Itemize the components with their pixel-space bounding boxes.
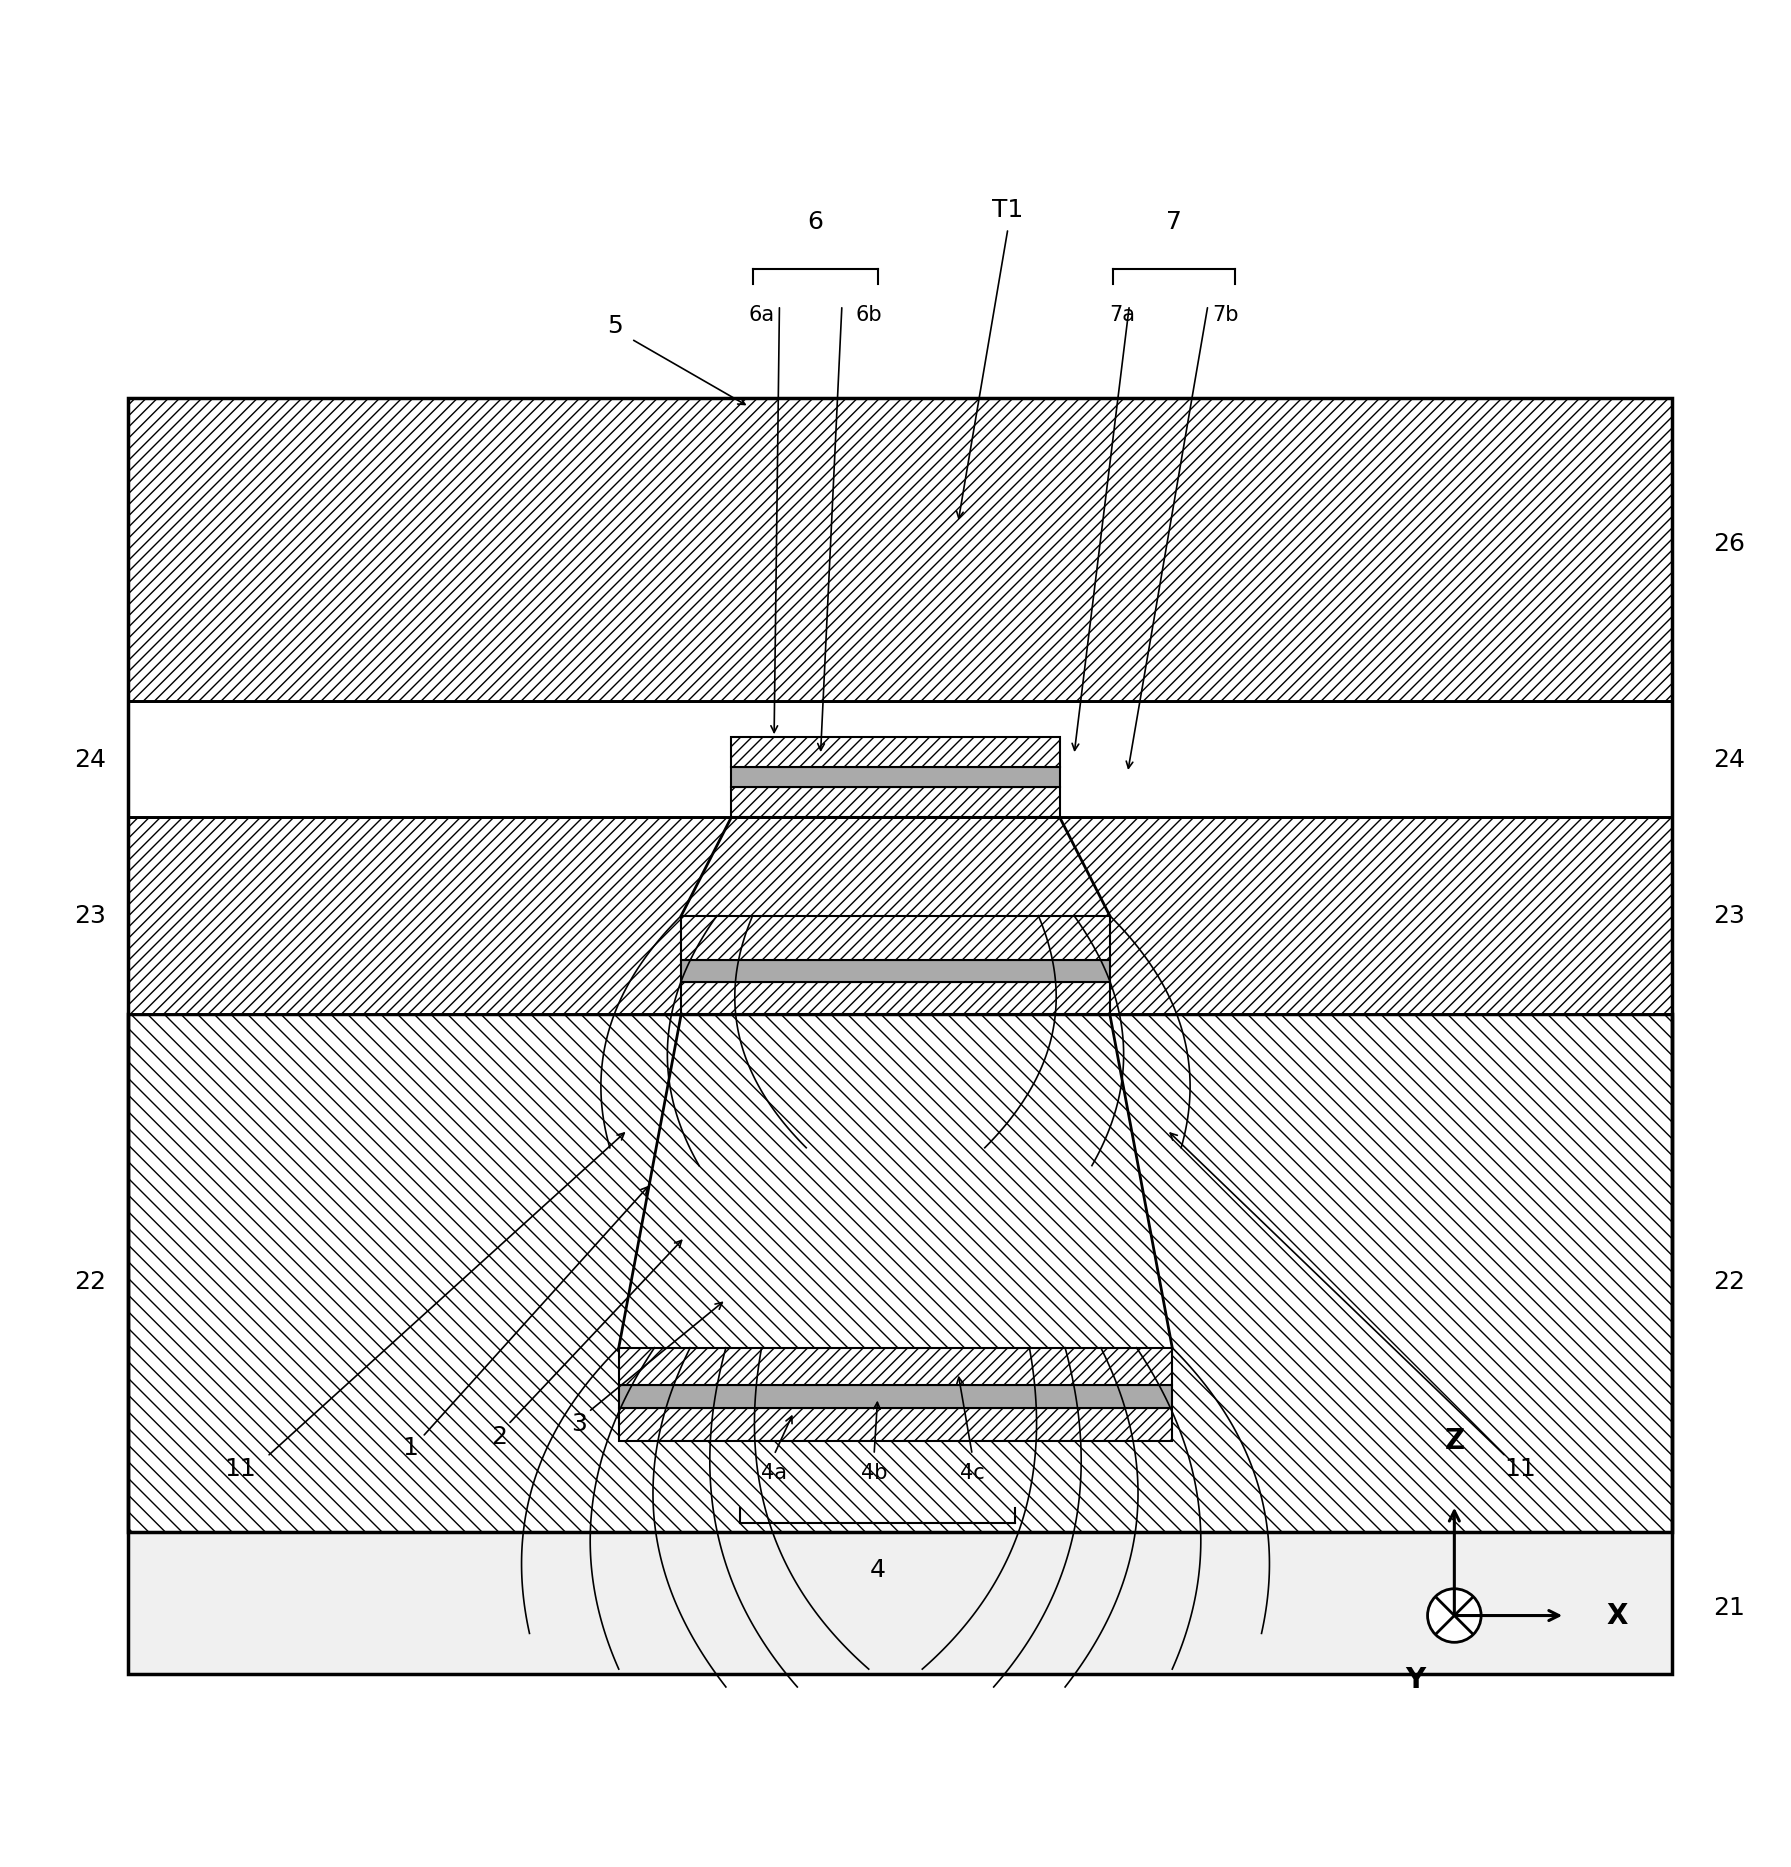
Text: 2: 2 [491,1425,507,1449]
Circle shape [1427,1589,1481,1643]
Text: 23: 23 [1714,904,1744,928]
Bar [127,818,1673,1014]
Text: 26: 26 [1714,532,1744,556]
Text: 21: 21 [1714,1596,1744,1621]
Text: 3: 3 [571,1413,587,1436]
Bar [731,767,1060,788]
Bar [127,702,1673,818]
Text: Y: Y [1404,1665,1426,1693]
Text: 22: 22 [75,1270,106,1294]
Text: 11: 11 [224,1456,256,1481]
Bar [127,398,1673,702]
Text: 6b: 6b [856,304,881,325]
Text: 23: 23 [75,904,106,928]
Bar [127,398,1673,1675]
Text: 6: 6 [808,209,824,233]
Text: 4: 4 [870,1559,885,1583]
Text: 4c: 4c [960,1462,985,1482]
Text: 4b: 4b [861,1462,887,1482]
Bar [127,1014,1673,1531]
Bar [618,1385,1173,1408]
Text: 24: 24 [1714,749,1744,773]
Text: 22: 22 [1714,1270,1744,1294]
Text: 24: 24 [75,749,106,773]
Text: 11: 11 [1504,1456,1537,1481]
Text: 4a: 4a [761,1462,786,1482]
Text: T1: T1 [992,198,1024,222]
Text: Z: Z [1444,1426,1465,1454]
Text: 7b: 7b [1213,304,1239,325]
Text: 7a: 7a [1109,304,1135,325]
Bar [731,737,1060,767]
Bar [681,982,1110,1014]
Bar [618,1348,1173,1385]
Text: 5: 5 [607,314,623,338]
Text: 7: 7 [1166,209,1182,233]
Bar [731,788,1060,818]
Text: 6a: 6a [749,304,776,325]
Text: 1: 1 [401,1436,417,1460]
Bar [681,960,1110,982]
Bar [127,1531,1673,1675]
Text: X: X [1607,1602,1628,1630]
Bar [681,915,1110,960]
Bar [618,1408,1173,1441]
